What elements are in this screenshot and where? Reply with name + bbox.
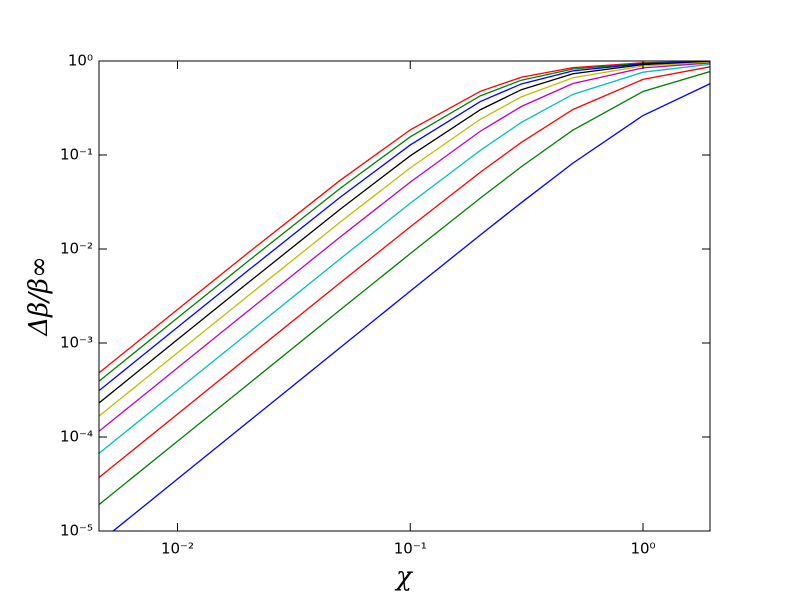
line-series — [99, 61, 710, 417]
line-series — [99, 66, 710, 478]
line-series — [99, 63, 710, 454]
line-series — [99, 61, 710, 404]
lines — [99, 61, 710, 531]
y-tick-label: 10⁻³ — [60, 334, 93, 352]
y-tick-label: 10⁻¹ — [60, 146, 93, 164]
line-series — [99, 61, 710, 382]
line-series — [112, 83, 710, 531]
line-series — [99, 61, 710, 392]
x-tick-label: 10⁻¹ — [394, 540, 427, 558]
x-tick-label: 10⁰ — [630, 540, 655, 558]
y-tick-label: 10⁻² — [60, 240, 93, 258]
y-axis-label: Δβ/β∞ — [24, 256, 54, 336]
line-series — [99, 62, 710, 432]
x-tick-label: 10⁻² — [161, 540, 194, 558]
x-axis-label: χ — [394, 562, 414, 592]
line-series — [99, 70, 710, 506]
y-tick-label: 10⁰ — [68, 52, 93, 70]
line-series — [99, 61, 710, 374]
plot-frame — [98, 60, 711, 532]
y-tick-label: 10⁻⁵ — [60, 522, 93, 540]
y-tick-label: 10⁻⁴ — [60, 428, 93, 446]
